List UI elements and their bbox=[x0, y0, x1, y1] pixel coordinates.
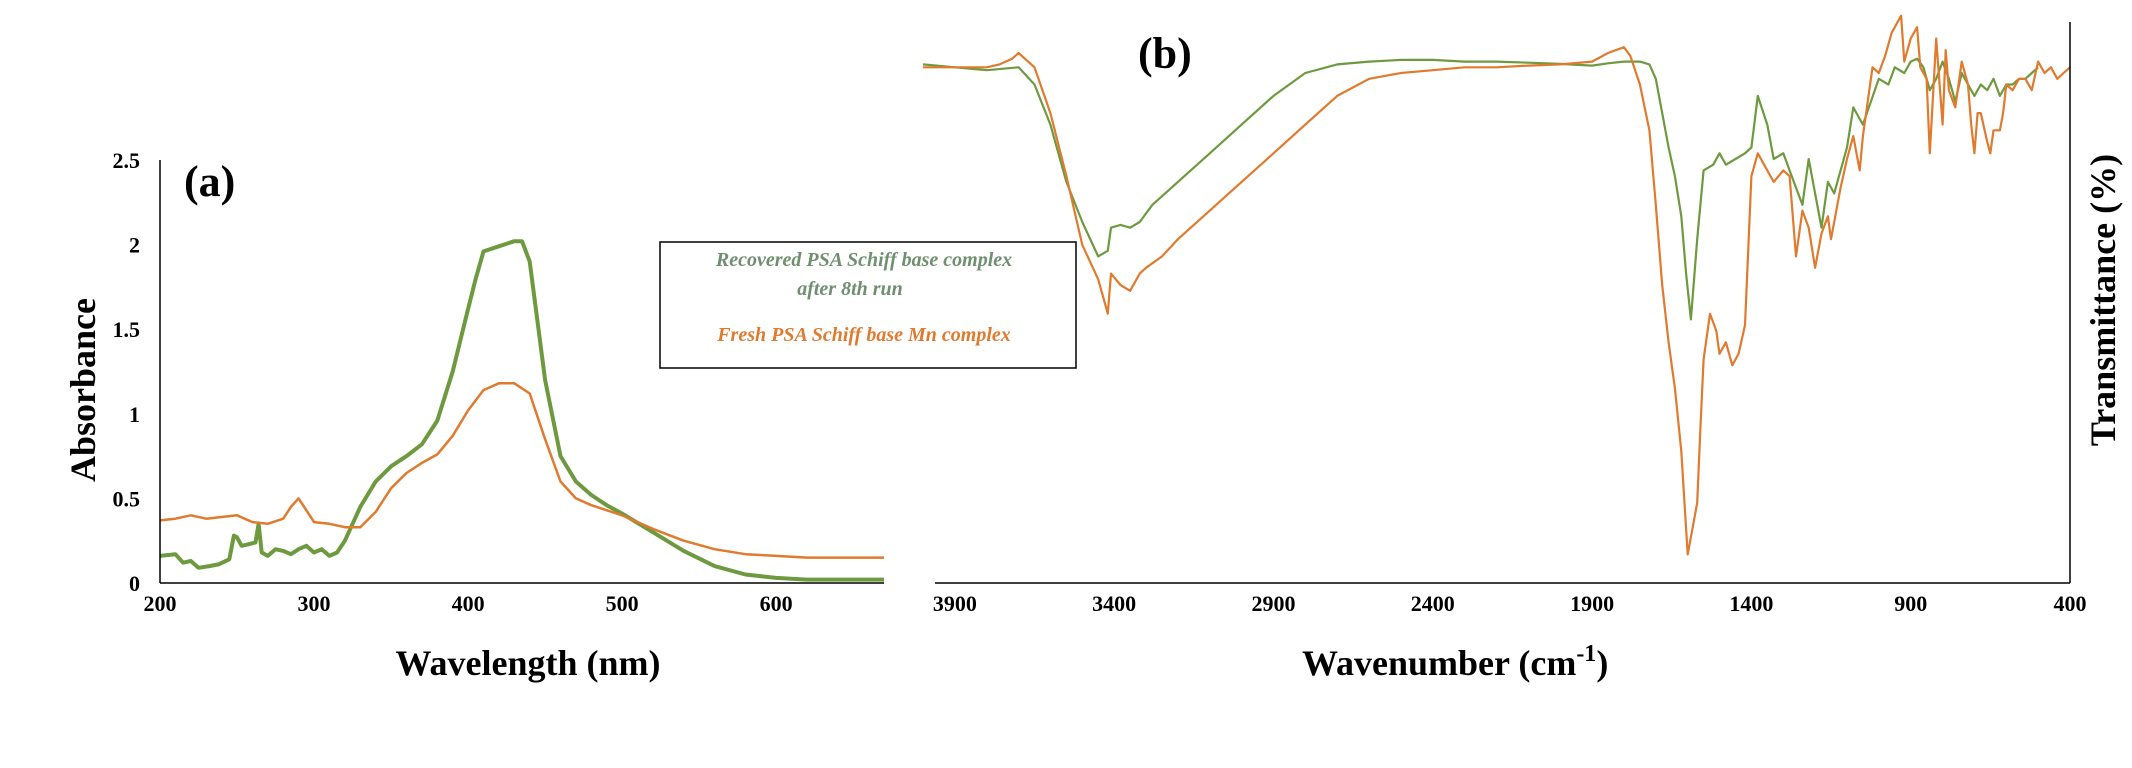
ft-ir-x-tick-labels: 3900 3400 2900 2400 1900 1400 900 400 bbox=[933, 591, 2087, 616]
ft-ir-panel: 3900 3400 2900 2400 1900 1400 900 400 (b) Waven… bbox=[922, 14, 2123, 683]
ft-ir-x-tick-label: 900 bbox=[1894, 591, 1927, 616]
uv-vis-series-green bbox=[159, 239, 884, 582]
uv-vis-panel: 200 300 400 500 600 0 0.5 1 1.5 2 2.5 (a) Wavelen… bbox=[63, 148, 1077, 683]
panel-label-b: (b) bbox=[1138, 29, 1192, 78]
uv-vis-y-tick-label: 2 bbox=[129, 233, 140, 258]
uv-vis-x-tick-label: 500 bbox=[606, 591, 639, 616]
ft-ir-series-group bbox=[922, 14, 2071, 556]
uv-vis-series-group bbox=[159, 239, 884, 582]
uv-vis-y-axis-title: Absorbance bbox=[63, 298, 103, 482]
uv-vis-x-tick-label: 300 bbox=[298, 591, 331, 616]
uv-vis-x-axis-title: Wavelength (nm) bbox=[396, 643, 661, 683]
legend-entry-recovered-line2: after 8th run bbox=[797, 278, 903, 300]
legend-entry-recovered-line1: Recovered PSA Schiff base complex bbox=[715, 249, 1012, 271]
uv-vis-y-tick-labels: 0 0.5 1 1.5 2 2.5 bbox=[113, 148, 141, 596]
ft-ir-x-tick-label: 1400 bbox=[1729, 591, 1773, 616]
ft-ir-x-tick-label: 3900 bbox=[933, 591, 977, 616]
ft-ir-y-axis-title: Transmittance (%) bbox=[2083, 154, 2123, 446]
legend-box bbox=[659, 241, 1077, 369]
uv-vis-x-tick-label: 600 bbox=[760, 591, 793, 616]
ft-ir-x-tick-label: 2400 bbox=[1411, 591, 1455, 616]
ft-ir-x-axis-title-main: Wavenumber (cm bbox=[1302, 643, 1576, 683]
ft-ir-x-axis-title-end: ) bbox=[1596, 643, 1608, 683]
uv-vis-y-tick-label: 1.5 bbox=[113, 317, 141, 342]
ft-ir-x-axis-title: Wavenumber (cm-1) bbox=[1302, 641, 1608, 683]
uv-vis-y-tick-label: 0 bbox=[129, 571, 140, 596]
ft-ir-x-tick-label: 2900 bbox=[1251, 591, 1295, 616]
uv-vis-x-tick-labels: 200 300 400 500 600 bbox=[144, 591, 793, 616]
ft-ir-series-orange bbox=[923, 14, 2071, 556]
panel-label-a: (a) bbox=[184, 157, 235, 206]
uv-vis-y-tick-label: 1 bbox=[129, 402, 140, 427]
uv-vis-y-tick-label: 2.5 bbox=[113, 148, 141, 173]
ft-ir-x-tick-label: 3400 bbox=[1092, 591, 1136, 616]
uv-vis-series-orange bbox=[159, 382, 884, 559]
ft-ir-x-tick-label: 1900 bbox=[1570, 591, 1614, 616]
uv-vis-x-tick-label: 400 bbox=[452, 591, 485, 616]
ft-ir-x-axis-title-superscript: -1 bbox=[1576, 641, 1596, 667]
legend-entry-fresh: Fresh PSA Schiff base Mn complex bbox=[716, 324, 1011, 346]
uv-vis-y-tick-label: 0.5 bbox=[113, 486, 141, 511]
ft-ir-series-green bbox=[922, 57, 2039, 321]
legend: Recovered PSA Schiff base complex after … bbox=[659, 241, 1077, 369]
uv-vis-x-tick-label: 200 bbox=[144, 591, 177, 616]
ft-ir-x-tick-label: 400 bbox=[2054, 591, 2087, 616]
